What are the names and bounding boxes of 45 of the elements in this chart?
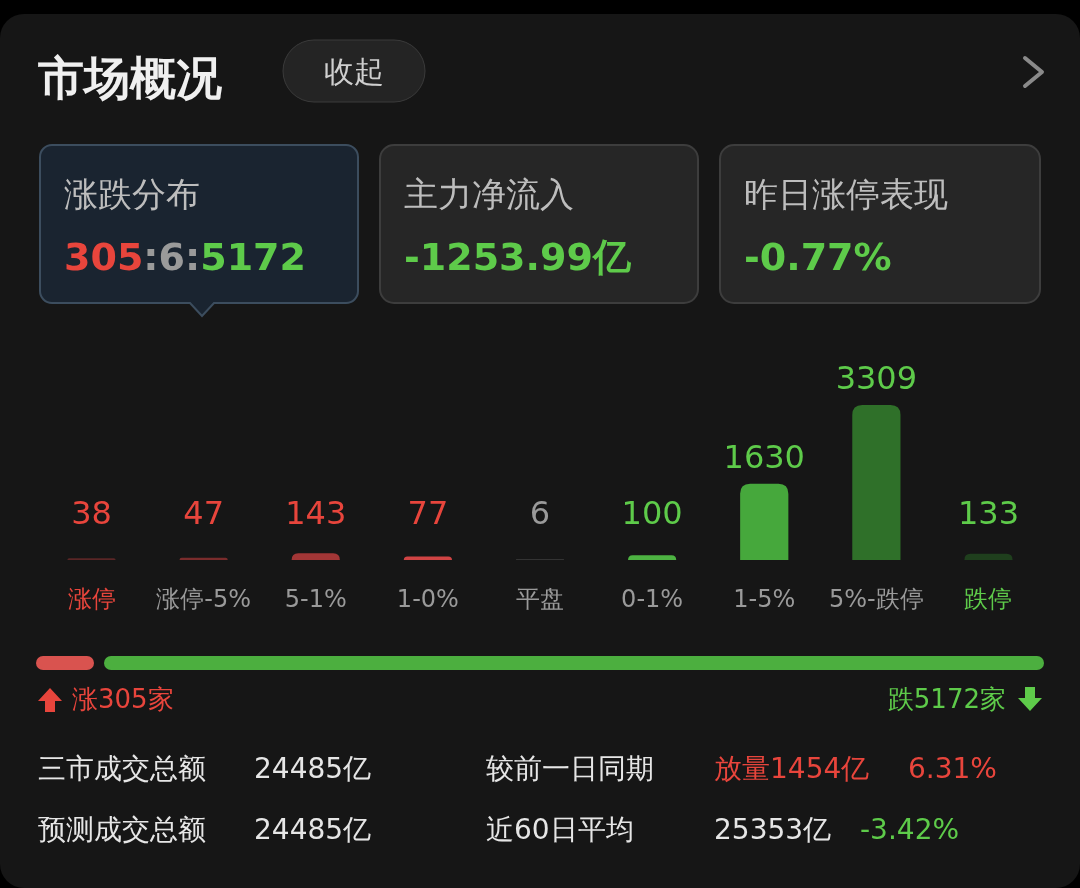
text: 近60日平均: [486, 813, 634, 846]
x-tick-label: 涨停-5%: [156, 585, 251, 613]
text: 涨跌分布: [64, 174, 200, 214]
text: 市场概况: [38, 51, 222, 105]
data-label: 77: [407, 494, 449, 532]
x-tick-label: 平盘: [516, 585, 564, 613]
data-label: 6: [529, 494, 551, 532]
bar: [964, 553, 1013, 560]
text: 三市成交总额: [38, 752, 206, 785]
text: 跌5172家: [887, 684, 1006, 714]
data-label: 100: [621, 494, 683, 532]
text: 涨305家: [72, 684, 174, 714]
text: 305:6:5172: [64, 235, 306, 279]
text: 25353亿: [714, 813, 832, 846]
text: 预测成交总额: [38, 813, 206, 846]
bar: [179, 557, 228, 560]
text: 放量1454亿: [714, 752, 870, 785]
data-label: 1630: [723, 437, 805, 476]
text: -0.77%: [744, 235, 892, 279]
text: 24485亿: [254, 813, 372, 846]
x-tick-label: 1-5%: [733, 585, 796, 613]
text: -1253.99亿: [404, 235, 632, 279]
bar: [740, 483, 789, 560]
x-tick-label: 1-0%: [396, 585, 459, 613]
text: -3.42%: [860, 813, 960, 846]
bar: [291, 553, 340, 560]
x-tick-label: 涨停: [67, 585, 116, 613]
data-label: 38: [71, 494, 112, 532]
text: 较前一日同期: [486, 752, 654, 785]
bar: [852, 405, 901, 560]
text: 24485亿: [254, 752, 372, 785]
x-tick-label: 0-1%: [621, 585, 684, 613]
text: 昨日涨停表现: [744, 174, 948, 214]
text: 主力净流入: [404, 174, 574, 214]
bar: [403, 556, 452, 560]
x-tick-label: 5%-跌停: [829, 585, 924, 613]
text: 收起: [324, 54, 384, 89]
text: 6.31%: [908, 752, 997, 785]
data-label: 3309: [835, 359, 918, 397]
x-tick-label: 5-1%: [284, 585, 347, 613]
bar: [628, 555, 677, 560]
data-label: 143: [285, 494, 347, 532]
data-label: 47: [183, 494, 224, 532]
data-label: 133: [957, 494, 1020, 532]
x-tick-label: 跌停: [964, 585, 1013, 613]
